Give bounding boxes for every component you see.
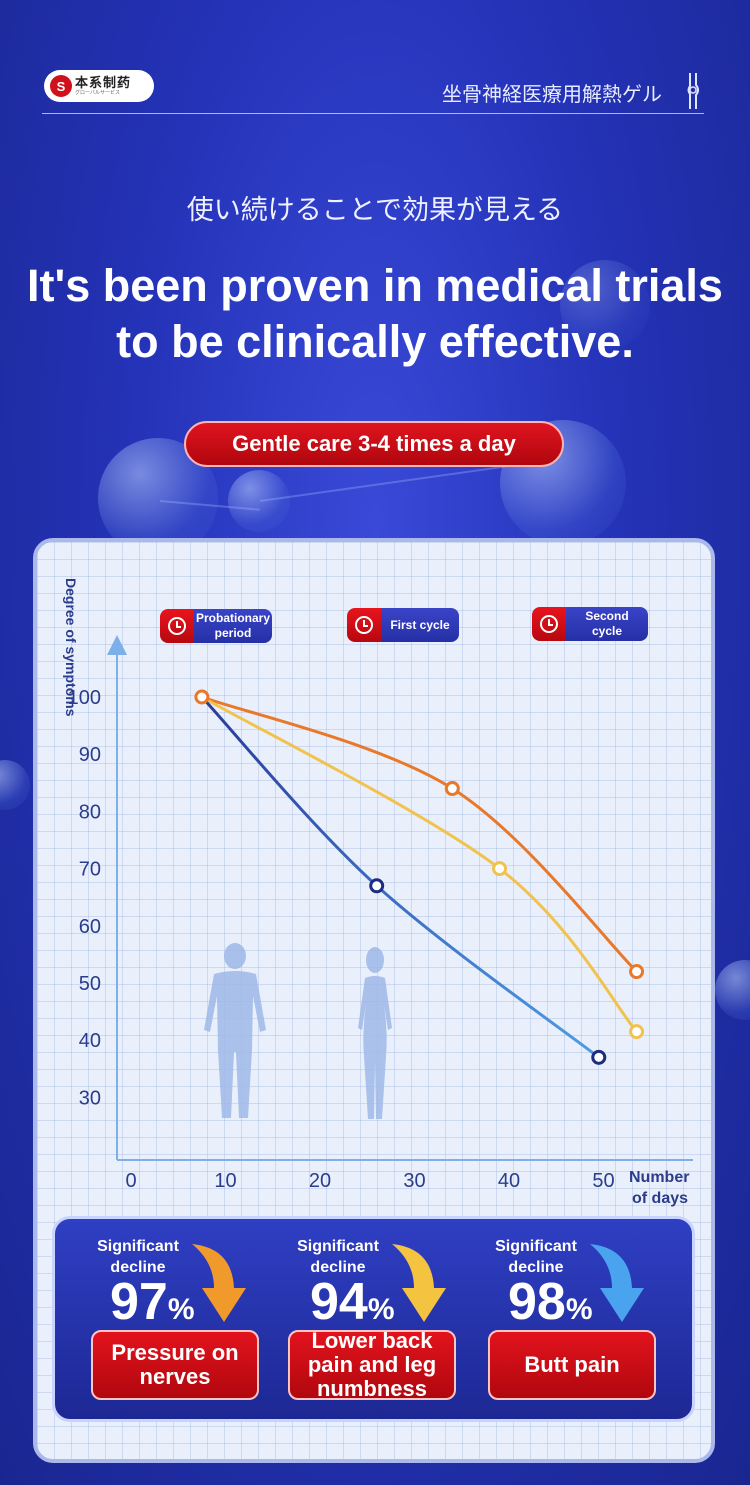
y-tick-label: 80 [79, 801, 101, 823]
male-silhouette-icon [204, 943, 266, 1118]
brand-subtitle: グローバルサービス [75, 90, 120, 96]
y-tick-label: 40 [79, 1030, 101, 1052]
y-tick-label: 50 [79, 973, 101, 995]
down-arrow-icon [192, 1244, 246, 1322]
product-name: 坐骨神経医療用解熱ゲル [442, 84, 662, 106]
stat-symptom-label: Lower back pain and leg numbness [288, 1329, 456, 1401]
care-frequency-badge: Gentle care 3-4 times a day [184, 421, 564, 467]
subtitle-japanese: 使い続けることで効果が見える [186, 195, 564, 225]
data-point [194, 689, 210, 705]
data-point [444, 781, 460, 797]
data-point [629, 964, 645, 980]
brand-logo[interactable]: S 本系制药 グローバルサービス [44, 70, 154, 102]
brand-name: 本系制药 [75, 75, 132, 90]
stat-percent: 94% [310, 1273, 395, 1331]
y-tick-label: 30 [79, 1087, 101, 1109]
down-arrow-icon [590, 1244, 644, 1322]
y-tick-label: 90 [79, 744, 101, 766]
stat-decline-label: Significant decline [97, 1238, 179, 1276]
phase-first-cycle: First cycle [347, 608, 459, 642]
data-point [629, 1024, 645, 1040]
clock-icon [168, 617, 186, 635]
bubble-decoration [228, 470, 290, 532]
y-axis-label: Degree of symptoms [63, 578, 79, 717]
x-axis-label: of days [632, 1190, 688, 1207]
phase-label: Second cycle [566, 607, 648, 641]
down-arrow-icon [392, 1244, 446, 1322]
brand-mark-icon: S [50, 75, 72, 97]
series-line [201, 695, 638, 1033]
stat-percent: 97% [110, 1273, 195, 1331]
data-point [369, 878, 385, 894]
phase-second-cycle: Second cycle [532, 607, 648, 641]
phase-probationary: Probationary period [160, 609, 272, 643]
x-axis-label: Number [629, 1169, 689, 1186]
stat-decline-label: Significant decline [495, 1238, 577, 1276]
y-tick-label: 60 [79, 916, 101, 938]
bubble-decoration [560, 260, 650, 350]
x-tick-label: 40 [498, 1170, 520, 1192]
clock-icon [355, 616, 373, 634]
header-divider [42, 113, 704, 114]
data-point [591, 1049, 607, 1065]
x-tick-label: 30 [403, 1170, 425, 1192]
clock-icon [540, 615, 558, 633]
stat-symptom-label: Pressure on nerves [91, 1330, 259, 1400]
stat-decline-label: Significant decline [297, 1238, 379, 1276]
stat-percent: 98% [508, 1273, 593, 1331]
headline: It's been proven in medical trials to be… [27, 260, 723, 367]
knee-joint-icon [687, 73, 699, 109]
stat-symptom-label: Butt pain [488, 1330, 656, 1400]
phase-label: First cycle [381, 608, 459, 642]
phase-label: Probationary period [194, 609, 272, 643]
y-tick-label: 70 [79, 859, 101, 881]
data-point [492, 861, 508, 877]
x-tick-label: 20 [309, 1170, 331, 1192]
y-tick-label: 100 [68, 687, 101, 709]
x-tick-label: 50 [592, 1170, 614, 1192]
x-tick-label: 0 [125, 1170, 136, 1192]
series-line [201, 695, 638, 973]
x-tick-label: 10 [214, 1170, 236, 1192]
female-silhouette-icon [358, 947, 392, 1119]
